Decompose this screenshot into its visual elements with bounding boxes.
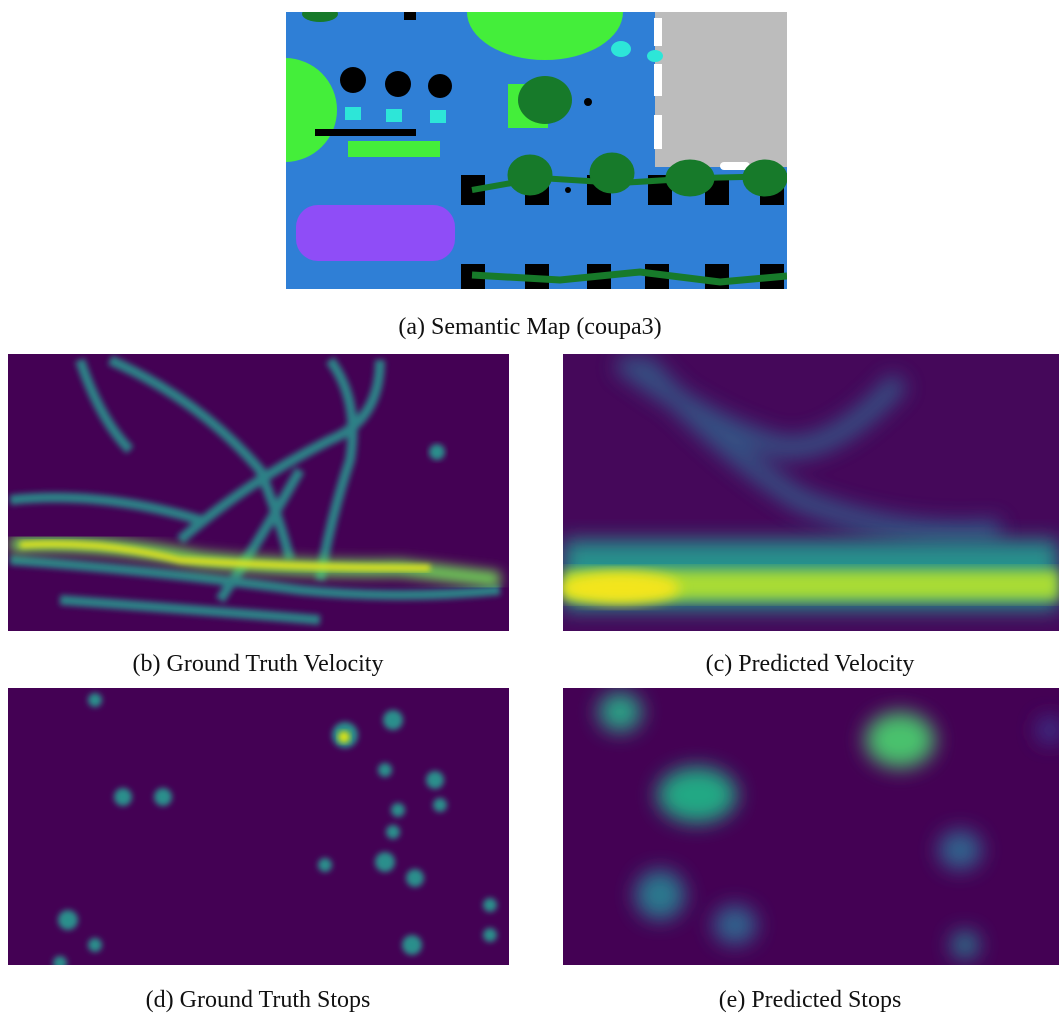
- caption: (d) Ground Truth Stops: [146, 987, 371, 1013]
- velocity-heatmap: [560, 354, 1059, 631]
- stops-heatmap: [563, 688, 1059, 965]
- caption: (c) Predicted Velocity: [706, 651, 915, 677]
- semantic-map: [233, 0, 787, 290]
- stops-heatmap: [8, 688, 509, 970]
- figure: (a) Semantic Map (coupa3) (b) Ground Tru…: [0, 0, 1059, 1019]
- caption: (a) Semantic Map (coupa3): [398, 314, 661, 340]
- velocity-heatmap: [8, 354, 509, 631]
- caption: (e) Predicted Stops: [719, 987, 902, 1013]
- caption: (b) Ground Truth Velocity: [133, 651, 384, 677]
